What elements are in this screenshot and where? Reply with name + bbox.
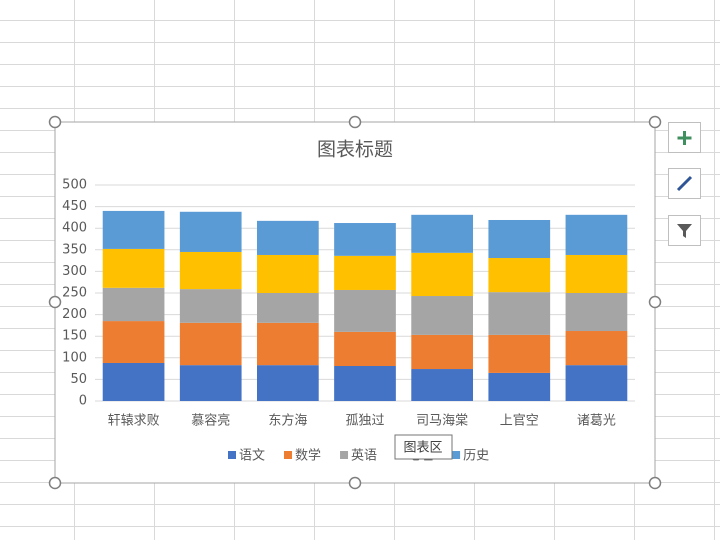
- resize-handle[interactable]: [648, 476, 662, 490]
- resize-handle[interactable]: [648, 115, 662, 129]
- y-tick-label: 500: [62, 178, 87, 193]
- style-button[interactable]: [668, 168, 701, 199]
- bar-segment: [488, 334, 551, 373]
- bar-segment: [102, 362, 165, 401]
- x-tick-label: 司马海棠: [416, 414, 468, 429]
- bar-segment: [334, 223, 396, 256]
- bar-segment: [179, 322, 242, 366]
- bar-segment: [257, 365, 319, 401]
- y-tick-label: 100: [62, 350, 87, 365]
- x-tick-label: 上官空: [500, 413, 539, 429]
- y-tick-label: 350: [62, 242, 87, 257]
- legend-swatch: [228, 451, 236, 459]
- bar-segment: [334, 331, 396, 367]
- bar-segment: [488, 292, 551, 335]
- x-tick-label: 诸葛光: [577, 414, 616, 429]
- bar-segment: [257, 293, 319, 323]
- y-tick-label: 200: [62, 307, 87, 322]
- bar-segment: [102, 248, 165, 288]
- legend-label: 数学: [295, 448, 321, 464]
- filter-button[interactable]: [668, 215, 701, 246]
- legend-swatch: [340, 451, 349, 459]
- bar-segment: [411, 214, 473, 253]
- bar-segment: [565, 365, 628, 401]
- y-tick-label: 450: [62, 199, 87, 214]
- filter-icon: [677, 224, 692, 238]
- bar-segment: [257, 220, 319, 255]
- bar-segment: [334, 255, 396, 290]
- bar-segment: [179, 251, 242, 290]
- bar-segment: [411, 252, 473, 297]
- bar-segment: [257, 254, 319, 293]
- resize-handle[interactable]: [48, 295, 62, 309]
- y-tick-label: 0: [79, 394, 87, 409]
- bar-segment: [334, 366, 396, 401]
- add-element-button[interactable]: [668, 122, 701, 153]
- y-tick-label: 400: [62, 221, 87, 236]
- plus-icon: [677, 131, 692, 145]
- y-tick-label: 300: [62, 264, 87, 279]
- bar-segment: [488, 372, 551, 401]
- chart-title: 图表标题: [317, 139, 393, 161]
- tooltip-box: [394, 434, 453, 460]
- x-tick-label: 慕容亮: [191, 413, 230, 429]
- x-tick-label: 东方海: [268, 413, 307, 429]
- y-tick-label: 50: [70, 372, 87, 387]
- x-tick-label: 轩辕求败: [108, 413, 160, 429]
- bar-segment: [411, 334, 473, 370]
- resize-handle[interactable]: [48, 115, 62, 129]
- bar-segment: [488, 258, 551, 293]
- brush-icon: [676, 175, 693, 192]
- bar-segment: [257, 322, 319, 366]
- bar-segment: [179, 365, 242, 401]
- y-tick-label: 150: [62, 329, 87, 344]
- legend-swatch: [452, 451, 461, 459]
- tooltip-text: 图表区: [403, 441, 442, 456]
- bar-segment: [565, 331, 628, 366]
- bar-segment: [334, 289, 396, 332]
- bar-segment: [565, 214, 628, 255]
- bar-segment: [488, 219, 551, 259]
- resize-handle[interactable]: [348, 115, 362, 129]
- bar-segment: [102, 210, 165, 249]
- y-tick-label: 250: [62, 286, 87, 301]
- bar-segment: [411, 369, 473, 401]
- resize-handle[interactable]: [348, 476, 362, 490]
- resize-handle[interactable]: [648, 295, 662, 309]
- bar-segment: [411, 296, 473, 335]
- legend-label: 英语: [351, 449, 377, 464]
- resize-handle[interactable]: [48, 476, 62, 490]
- bar-segment: [179, 211, 242, 252]
- bar-segment: [179, 289, 242, 323]
- bar-segment: [102, 321, 165, 363]
- legend-label: 历史: [463, 449, 489, 464]
- x-tick-label: 孤独过: [345, 414, 384, 429]
- legend-swatch: [284, 451, 293, 459]
- legend-label: 语文: [239, 449, 265, 464]
- bar-segment: [102, 287, 165, 322]
- bar-segment: [565, 293, 628, 332]
- bar-segment: [565, 254, 628, 293]
